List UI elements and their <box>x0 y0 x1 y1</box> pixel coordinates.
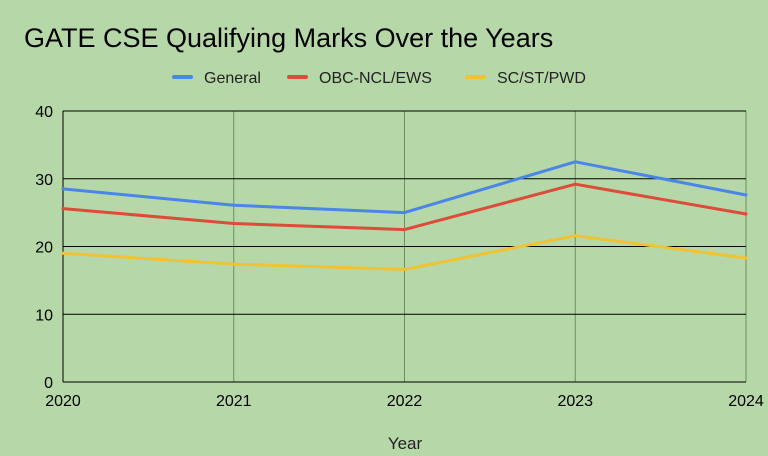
data-point-2-2021 <box>232 221 236 225</box>
data-point-1-2022 <box>403 211 406 215</box>
chart-title: GATE CSE Qualifying Marks Over the Years <box>24 23 553 53</box>
x-tick-label-2023: 2023 <box>557 393 593 410</box>
legend: General OBC-NCL/EWS SC/ST/PWD <box>172 70 586 87</box>
data-point-1-2021 <box>232 203 236 207</box>
legend-item-1: General <box>172 70 261 87</box>
legend-item-2: OBC-NCL/EWS <box>287 70 432 87</box>
x-tick-label-2022: 2022 <box>387 393 423 410</box>
y-tick-label-30: 30 <box>35 172 53 189</box>
grid <box>62 110 747 383</box>
y-tick-label-40: 40 <box>35 104 53 121</box>
x-tick-label-2021: 2021 <box>216 393 252 410</box>
x-tick-label-2024: 2024 <box>728 393 764 410</box>
legend-label: SC/ST/PWD <box>497 70 586 87</box>
data-point-3-2024 <box>744 256 748 260</box>
y-tick-label-0: 0 <box>44 375 53 392</box>
data-point-2-2022 <box>403 228 406 232</box>
data-point-2-2024 <box>744 212 748 216</box>
series-lines <box>61 160 748 272</box>
y-tick-label-10: 10 <box>35 307 53 324</box>
data-point-3-2020 <box>61 251 65 255</box>
x-tick-label-2020: 2020 <box>45 393 81 410</box>
x-axis: 2020 2021 2022 2023 2024 <box>45 393 764 410</box>
legend-label: OBC-NCL/EWS <box>319 70 432 87</box>
legend-label: General <box>204 70 261 87</box>
legend-item-3: SC/ST/PWD <box>465 70 586 87</box>
data-point-3-2022 <box>403 268 406 272</box>
data-point-3-2023 <box>573 234 577 238</box>
data-point-2-2023 <box>573 182 577 186</box>
data-point-1-2020 <box>61 187 65 191</box>
y-tick-label-20: 20 <box>35 240 53 257</box>
y-axis: 0 10 20 30 40 <box>35 104 53 392</box>
x-axis-label: Year <box>388 434 423 453</box>
data-point-1-2024 <box>744 193 748 197</box>
data-point-1-2023 <box>573 160 577 164</box>
data-point-2-2020 <box>61 207 65 211</box>
data-point-3-2021 <box>232 262 236 266</box>
